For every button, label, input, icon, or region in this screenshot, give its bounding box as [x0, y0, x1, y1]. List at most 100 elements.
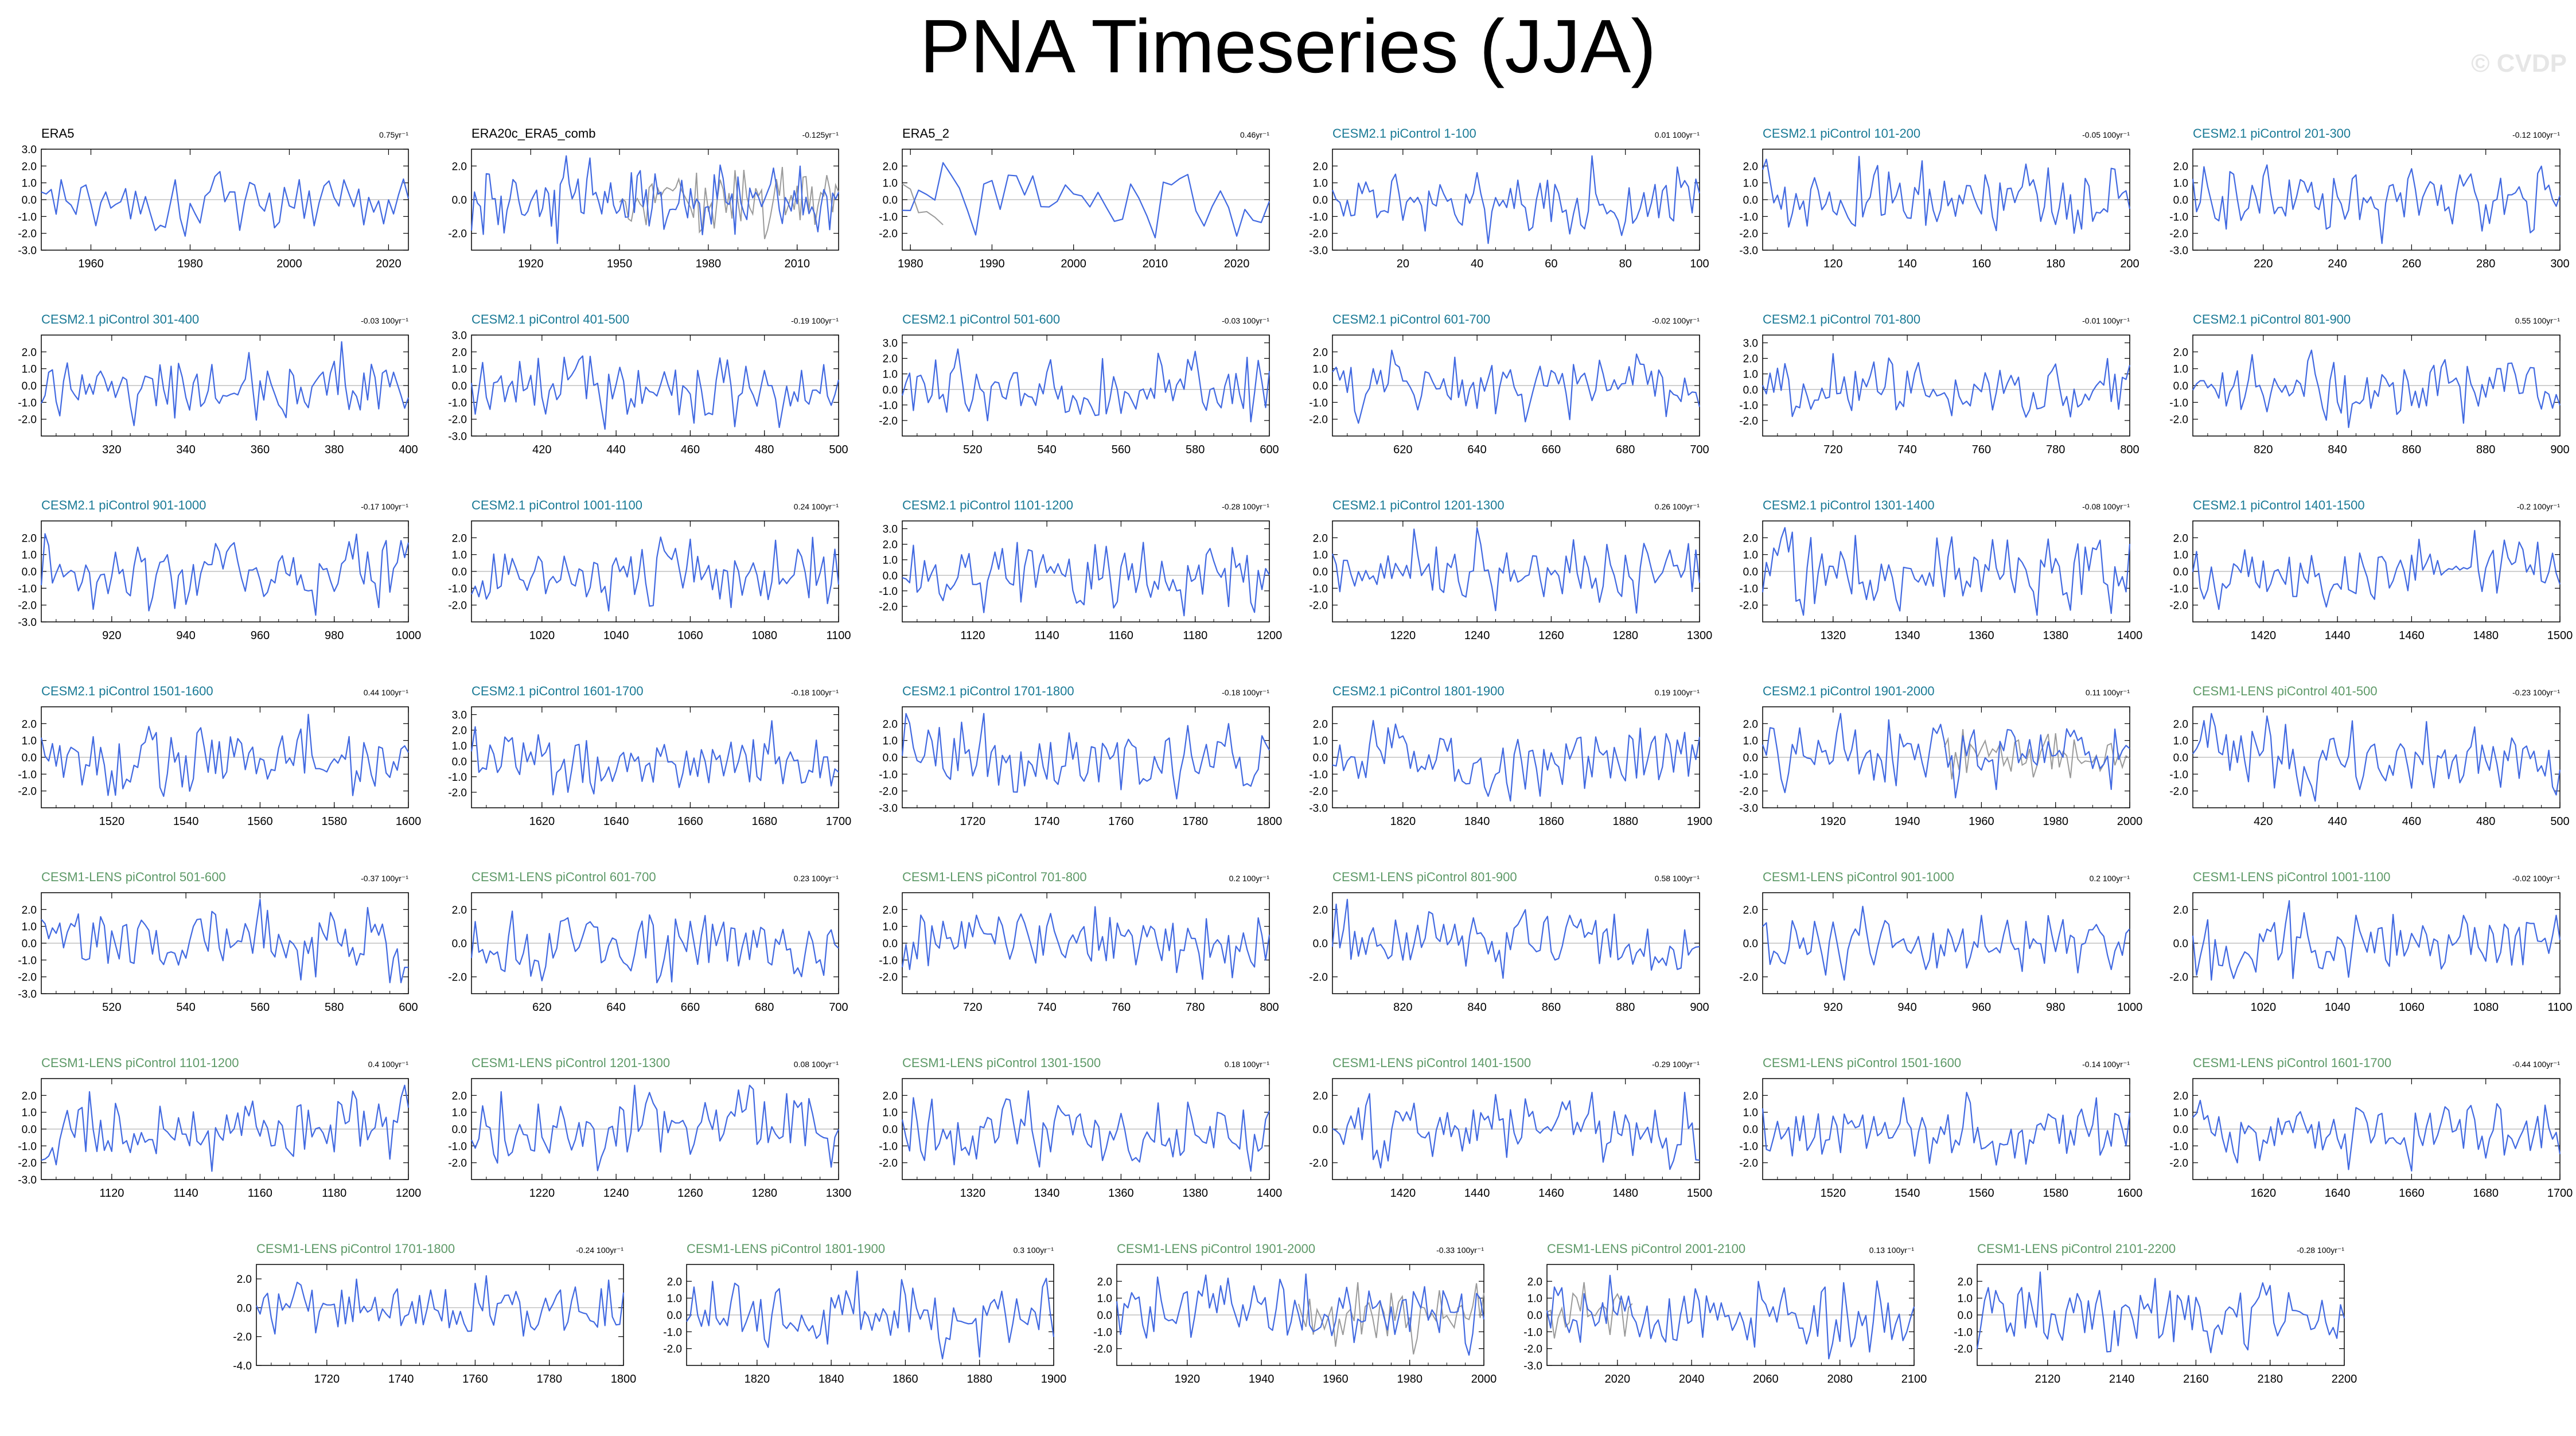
x-tick-label: 280 — [2476, 258, 2495, 270]
y-tick-label: 1.0 — [1097, 1293, 1112, 1305]
panel-title: ERA5 — [41, 126, 74, 141]
x-tick-label: 600 — [399, 1001, 418, 1014]
y-tick-label: -2.0 — [233, 1332, 252, 1344]
y-tick-label: -2.0 — [18, 786, 37, 798]
y-tick-label: -1.0 — [879, 955, 898, 967]
x-tick-label: 860 — [1542, 1001, 1561, 1014]
x-tick-label: 1740 — [1034, 815, 1060, 828]
pna-series-line — [901, 713, 1270, 800]
y-tick-label: 2.0 — [1743, 718, 1758, 730]
panel-title: ERA20c_ERA5_comb — [471, 126, 595, 141]
pna-series-line — [470, 910, 839, 984]
y-tick-label: -2.0 — [18, 414, 37, 426]
x-tick-label: 1780 — [1182, 815, 1208, 828]
y-tick-label: -1.0 — [2169, 397, 2188, 409]
y-tick-label: -1.0 — [448, 772, 467, 784]
y-tick-label: 1.0 — [1313, 735, 1328, 748]
y-tick-label: 0.0 — [22, 1124, 37, 1136]
pna-series-line — [1331, 155, 1701, 244]
y-tick-label: -2.0 — [879, 228, 898, 240]
trend-label: -0.125yr⁻¹ — [802, 130, 839, 139]
pna-series-line — [470, 355, 840, 430]
y-tick-label: -1.0 — [879, 769, 898, 781]
pna-series-line — [1332, 1091, 1700, 1170]
trend-label: 0.46yr⁻¹ — [1240, 130, 1269, 139]
y-tick-label: -2.0 — [448, 600, 467, 612]
trend-label: 0.55 100yr⁻¹ — [2515, 316, 2561, 325]
panel-title: CESM1-LENS piControl 601-700 — [471, 870, 656, 884]
y-tick-label: 2.0 — [1527, 1276, 1542, 1288]
x-tick-label: 480 — [2476, 815, 2495, 828]
x-tick-label: 1980 — [898, 258, 923, 270]
pna-series-line — [1332, 719, 1701, 802]
panel-title: CESM2.1 piControl 801-900 — [2193, 312, 2351, 326]
x-tick-label: 640 — [1467, 443, 1486, 456]
cvdp-watermark: © CVDP — [2471, 49, 2567, 77]
pna-series-line — [902, 542, 1270, 617]
x-tick-label: 720 — [963, 1001, 982, 1014]
x-tick-label: 220 — [2254, 258, 2273, 270]
x-tick-label: 1100 — [2547, 1001, 2572, 1014]
y-tick-label: 2.0 — [22, 1090, 37, 1102]
panel-title: CESM2.1 piControl 1301-1400 — [1763, 498, 1935, 512]
panel-title: CESM1-LENS piControl 1901-2000 — [1117, 1242, 1315, 1256]
trend-label: 0.24 100yr⁻¹ — [794, 502, 839, 511]
x-tick-label: 800 — [1260, 1001, 1279, 1014]
y-tick-label: -2.0 — [448, 1158, 467, 1170]
x-tick-label: 760 — [1112, 1001, 1131, 1014]
y-tick-label: 2.0 — [22, 718, 37, 730]
y-tick-label: 0.0 — [1313, 380, 1328, 392]
x-tick-label: 1040 — [603, 629, 629, 642]
trend-label: -0.28 100yr⁻¹ — [1222, 502, 1269, 511]
x-tick-label: 1720 — [314, 1373, 340, 1386]
trend-label: -0.33 100yr⁻¹ — [1436, 1246, 1484, 1255]
x-tick-label: 1500 — [1687, 1187, 1713, 1200]
y-tick-label: 0.0 — [883, 1124, 898, 1136]
y-tick-label: -3.0 — [1523, 1360, 1542, 1372]
y-tick-label: 2.0 — [1743, 161, 1758, 173]
x-tick-label: 660 — [681, 1001, 700, 1014]
panel-30: CESM1-LENS piControl 1001-1100 -0.02 100y… — [2169, 870, 2572, 1014]
x-tick-label: 820 — [2254, 443, 2273, 456]
panel-32: CESM1-LENS piControl 1201-1300 0.08 100yr… — [448, 1056, 851, 1200]
x-tick-label: 540 — [176, 1001, 195, 1014]
x-tick-label: 420 — [2254, 815, 2273, 828]
x-tick-label: 940 — [1897, 1001, 1916, 1014]
y-tick-label: -1.0 — [663, 1326, 682, 1338]
x-tick-label: 1440 — [1464, 1187, 1490, 1200]
y-tick-label: 2.0 — [667, 1276, 682, 1288]
x-tick-label: 120 — [1823, 258, 1842, 270]
pna-series-line — [1116, 1273, 1485, 1356]
x-tick-label: 1560 — [1969, 1187, 1994, 1200]
x-tick-label: 1680 — [751, 815, 777, 828]
y-tick-label: 0.0 — [883, 194, 898, 207]
y-tick-label: 2.0 — [1313, 904, 1328, 916]
y-tick-label: -2.0 — [1739, 600, 1758, 612]
y-tick-label: -2.0 — [448, 228, 467, 240]
y-tick-label: 0.0 — [1313, 752, 1328, 764]
y-tick-label: 1.0 — [1743, 369, 1758, 381]
panel-title: CESM2.1 piControl 601-700 — [1332, 312, 1490, 326]
x-tick-label: 460 — [2402, 815, 2421, 828]
trend-label: -0.02 100yr⁻¹ — [2512, 874, 2560, 883]
y-tick-label: 0.0 — [2173, 1124, 2188, 1136]
y-tick-label: 0.0 — [883, 570, 898, 582]
x-tick-label: 1160 — [248, 1187, 272, 1200]
panel-title: CESM2.1 piControl 1101-1200 — [902, 498, 1073, 512]
panel-6: CESM2.1 piControl 201-300 -0.12 100yr⁻¹ 2.… — [2169, 126, 2569, 270]
trend-label: -0.37 100yr⁻¹ — [361, 874, 408, 883]
x-tick-label: 520 — [963, 443, 982, 456]
y-tick-label: -3.0 — [18, 617, 37, 629]
trend-label: -0.2 100yr⁻¹ — [2517, 502, 2560, 511]
x-tick-label: 2020 — [1605, 1373, 1631, 1386]
pna-series-line — [1761, 1091, 2131, 1166]
x-tick-label: 960 — [251, 629, 270, 642]
x-tick-label: 1620 — [2251, 1187, 2277, 1200]
x-tick-label: 20 — [1397, 258, 1409, 270]
y-tick-label: -2.0 — [1739, 228, 1758, 240]
x-tick-label: 1000 — [396, 629, 422, 642]
y-tick-label: -2.0 — [448, 414, 467, 426]
x-tick-label: 240 — [2328, 258, 2347, 270]
pna-series-line — [1976, 1271, 2345, 1353]
x-tick-label: 1220 — [1390, 629, 1416, 642]
